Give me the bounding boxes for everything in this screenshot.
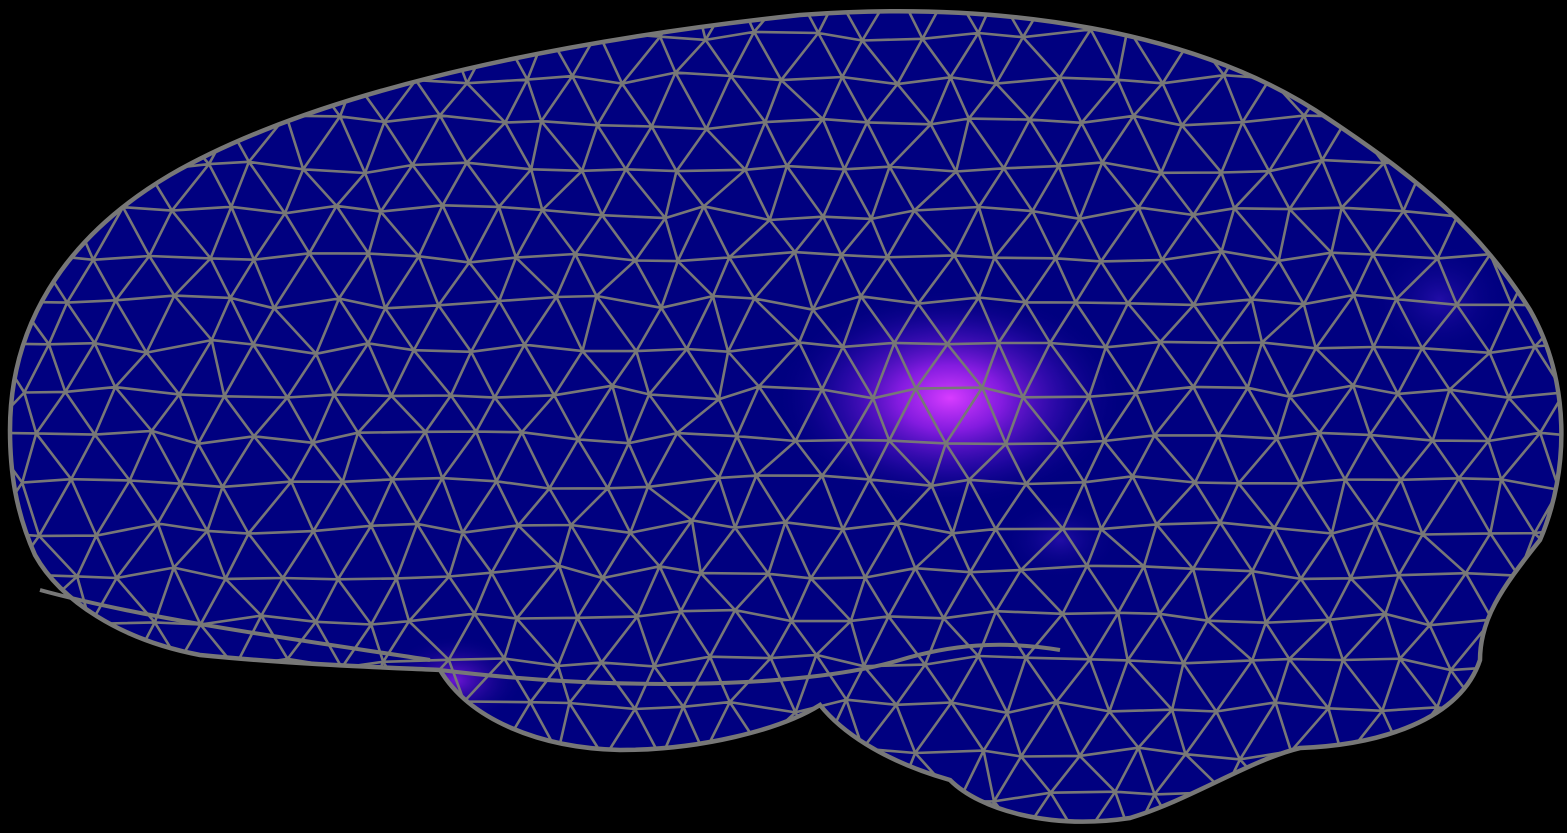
brain-outline xyxy=(7,9,1564,824)
sylvian-fissure-line xyxy=(39,588,1061,686)
